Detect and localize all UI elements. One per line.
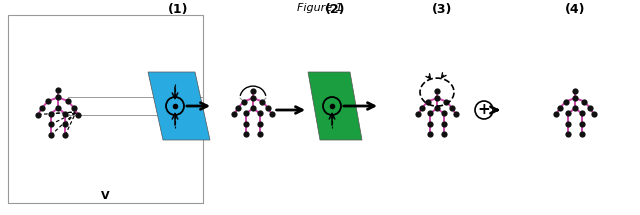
Text: K: K bbox=[187, 104, 195, 114]
Text: (3): (3) bbox=[432, 3, 452, 16]
Text: +: + bbox=[477, 103, 490, 118]
Polygon shape bbox=[308, 72, 362, 140]
FancyBboxPatch shape bbox=[8, 15, 203, 203]
Text: Q: Q bbox=[187, 86, 196, 96]
Text: (1): (1) bbox=[168, 3, 188, 16]
Circle shape bbox=[475, 101, 493, 119]
Text: V: V bbox=[100, 191, 109, 201]
Polygon shape bbox=[148, 72, 210, 140]
Text: (2): (2) bbox=[324, 3, 345, 16]
Text: (4): (4) bbox=[564, 3, 585, 16]
Text: Figure 1: Figure 1 bbox=[297, 3, 343, 13]
